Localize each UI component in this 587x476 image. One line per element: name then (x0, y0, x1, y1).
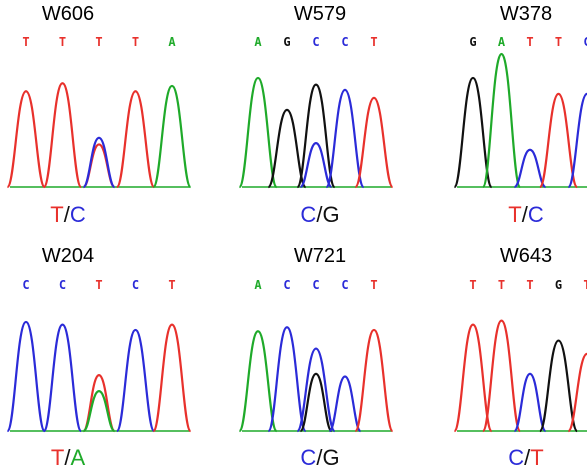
base-call-w204-5: T (168, 278, 175, 292)
trace-peak-w579-5 (325, 88, 365, 189)
trace-peak-w378-5 (567, 92, 587, 189)
trace-peak-w204-1 (6, 320, 46, 433)
genotype-allele-w204-3: A (70, 445, 85, 470)
base-call-w606-1: T (22, 35, 29, 49)
trace-peak-w643-5 (567, 352, 587, 433)
base-call-w204-2: C (59, 278, 66, 292)
genotype-allele-w204-1: T (51, 445, 64, 470)
trace-peak-w606-4 (82, 136, 116, 189)
base-call-w606-2: T (59, 35, 66, 49)
panel-title-w579: W579 (294, 3, 346, 25)
trace-peak-w643-1 (453, 323, 493, 433)
trace-peak-w721-6 (354, 328, 394, 433)
trace-peak-w721-4 (299, 372, 333, 433)
trace-peak-w606-6 (152, 84, 192, 189)
genotype-allele-w721-1: C (300, 445, 316, 470)
base-call-w606-5: A (168, 35, 176, 49)
base-call-w378-5: C (583, 35, 587, 49)
genotype-label-w643: C/T (508, 445, 543, 470)
genotype-label-w204: T/A (51, 445, 86, 470)
trace-peak-w721-1 (238, 330, 278, 433)
trace-peak-w643-4 (538, 339, 579, 433)
base-call-w643-3: T (526, 278, 533, 292)
trace-peak-w378-2 (481, 52, 522, 189)
base-call-w378-4: T (555, 35, 562, 49)
genotype-allele-w378-2: / (522, 202, 529, 227)
base-call-w643-1: T (469, 278, 476, 292)
base-call-w204-4: C (132, 278, 139, 292)
genotype-allele-w606-3: C (70, 202, 86, 227)
base-call-w579-5: T (370, 35, 377, 49)
base-call-w378-2: A (498, 35, 506, 49)
trace-peak-w643-2 (481, 319, 522, 433)
panel-title-w606: W606 (42, 3, 94, 25)
panel-title-w204: W204 (42, 245, 94, 267)
trace-peak-w204-6 (152, 323, 192, 433)
base-call-w721-5: T (370, 278, 377, 292)
base-call-w378-3: T (526, 35, 533, 49)
base-call-w643-5: T (583, 278, 587, 292)
base-call-w204-1: C (22, 278, 29, 292)
genotype-label-w579: C/G (300, 202, 339, 227)
trace-peak-w579-3 (296, 83, 336, 189)
base-call-w204-3: T (95, 278, 102, 292)
genotype-label-w721: C/G (300, 445, 339, 470)
trace-peak-w721-2 (267, 326, 307, 433)
trace-peak-w579-4 (299, 142, 333, 189)
trace-peak-w643-3 (513, 372, 547, 433)
trace-peak-w378-1 (453, 76, 493, 189)
genotype-allele-w606-1: T (50, 202, 63, 227)
trace-peak-w606-1 (6, 90, 46, 189)
genotype-label-w606: T/C (50, 202, 86, 227)
trace-peak-w606-5 (115, 90, 156, 189)
base-call-w643-4: G (555, 278, 562, 292)
genotype-allele-w643-3: T (530, 445, 543, 470)
base-call-w579-3: C (312, 35, 319, 49)
genotype-allele-w579-3: G (322, 202, 339, 227)
trace-peak-w378-3 (513, 148, 547, 189)
genotype-label-w378: T/C (508, 202, 544, 227)
trace-peak-w204-5 (115, 328, 156, 433)
base-call-w606-3: T (95, 35, 102, 49)
genotype-allele-w721-2: / (316, 445, 323, 470)
base-call-w721-3: C (312, 278, 319, 292)
base-call-w721-2: C (283, 278, 290, 292)
base-call-w721-1: A (254, 278, 262, 292)
genotype-allele-w378-3: C (528, 202, 544, 227)
trace-peak-w721-3 (296, 347, 336, 433)
trace-peak-w579-2 (267, 108, 307, 189)
panel-title-w721: W721 (294, 245, 346, 267)
trace-peak-w579-1 (238, 76, 278, 189)
trace-peak-w378-4 (538, 92, 579, 189)
base-call-w721-4: C (341, 278, 348, 292)
genotype-allele-w378-1: T (508, 202, 521, 227)
base-call-w643-2: T (498, 278, 505, 292)
genotype-allele-w204-2: / (64, 445, 71, 470)
trace-peak-w606-2 (42, 82, 83, 189)
base-call-w579-2: G (283, 35, 290, 49)
trace-peak-w204-2 (42, 323, 83, 433)
genotype-allele-w579-2: / (316, 202, 323, 227)
trace-peak-w579-6 (354, 96, 394, 189)
base-call-w579-4: C (341, 35, 348, 49)
trace-peak-w721-5 (328, 375, 362, 433)
base-call-w606-4: T (132, 35, 139, 49)
genotype-allele-w721-3: G (322, 445, 339, 470)
genotype-allele-w579-1: C (300, 202, 316, 227)
trace-peak-w204-4 (82, 390, 116, 433)
base-call-w378-1: G (469, 35, 476, 49)
base-call-w579-1: A (254, 35, 262, 49)
panel-title-w378: W378 (500, 3, 552, 25)
genotype-allele-w606-2: / (64, 202, 71, 227)
genotype-allele-w643-2: / (524, 445, 531, 470)
genotype-allele-w643-1: C (508, 445, 524, 470)
panel-title-w643: W643 (500, 245, 552, 267)
